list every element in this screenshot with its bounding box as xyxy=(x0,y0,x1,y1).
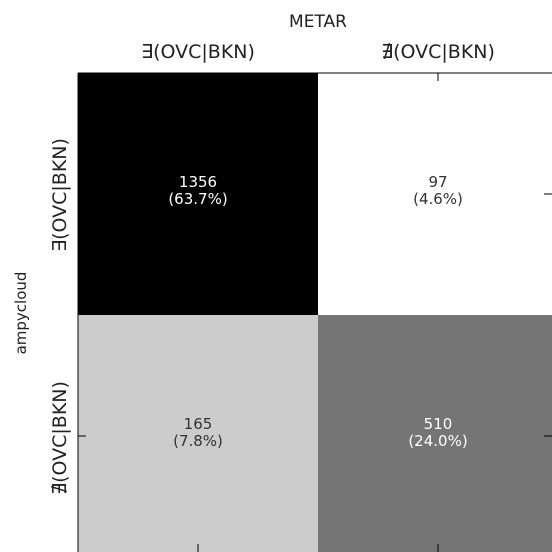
cell-labels: 1356(63.7%) 97(4.6%) 165(7.8%) 510(24.0%) xyxy=(168,173,467,450)
cell-r1-c0 xyxy=(78,315,318,552)
cell-count-r0-c0: 1356 xyxy=(179,173,217,191)
cell-r0-c0 xyxy=(78,73,318,315)
y-tick-label-1: ∄(OVC|BKN) xyxy=(49,381,71,495)
axis-ticks xyxy=(77,72,552,552)
x-axis-title: METAR xyxy=(289,12,347,32)
heatmap-cells xyxy=(78,73,552,552)
x-tick-label-1: ∄(OVC|BKN) xyxy=(381,41,495,63)
cell-percent-r1-c1: (24.0%) xyxy=(408,432,467,450)
y-axis-title: ampycloud xyxy=(12,272,30,355)
cell-percent-r0-c0: (63.7%) xyxy=(168,190,227,208)
cell-count-r0-c1: 97 xyxy=(428,173,447,191)
x-tick-label-0: ∃(OVC|BKN) xyxy=(141,41,255,63)
cell-r0-c1 xyxy=(318,73,552,315)
cell-percent-r1-c0: (7.8%) xyxy=(173,432,223,450)
y-tick-label-0: ∃(OVC|BKN) xyxy=(49,138,71,252)
cell-count-r1-c0: 165 xyxy=(184,415,213,433)
cell-percent-r0-c1: (4.6%) xyxy=(413,190,463,208)
cell-count-r1-c1: 510 xyxy=(424,415,453,433)
cell-r1-c1 xyxy=(318,315,552,552)
